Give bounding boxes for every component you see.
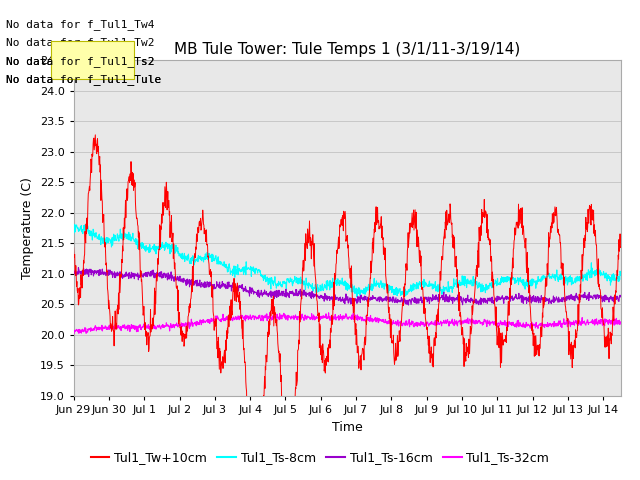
- Text: No data for f_Tul1_Tule: No data for f_Tul1_Tule: [6, 74, 162, 85]
- X-axis label: Time: Time: [332, 420, 363, 433]
- Legend: Tul1_Tw+10cm, Tul1_Ts-8cm, Tul1_Ts-16cm, Tul1_Ts-32cm: Tul1_Tw+10cm, Tul1_Ts-8cm, Tul1_Ts-16cm,…: [86, 446, 554, 469]
- Text: No data for f_Tul1_Ts2: No data for f_Tul1_Ts2: [6, 56, 155, 67]
- Title: MB Tule Tower: Tule Temps 1 (3/1/11-3/19/14): MB Tule Tower: Tule Temps 1 (3/1/11-3/19…: [174, 42, 520, 58]
- Text: No data for f_Tul1_Tw2: No data for f_Tul1_Tw2: [6, 37, 155, 48]
- Text: No data for f_Tul1_Tw4: No data for f_Tul1_Tw4: [6, 19, 155, 30]
- Y-axis label: Temperature (C): Temperature (C): [21, 177, 34, 279]
- Text: No data for f_Tul1_Tule: No data for f_Tul1_Tule: [6, 74, 162, 85]
- Text: No data for f_Tul1_Ts2: No data for f_Tul1_Ts2: [6, 56, 155, 67]
